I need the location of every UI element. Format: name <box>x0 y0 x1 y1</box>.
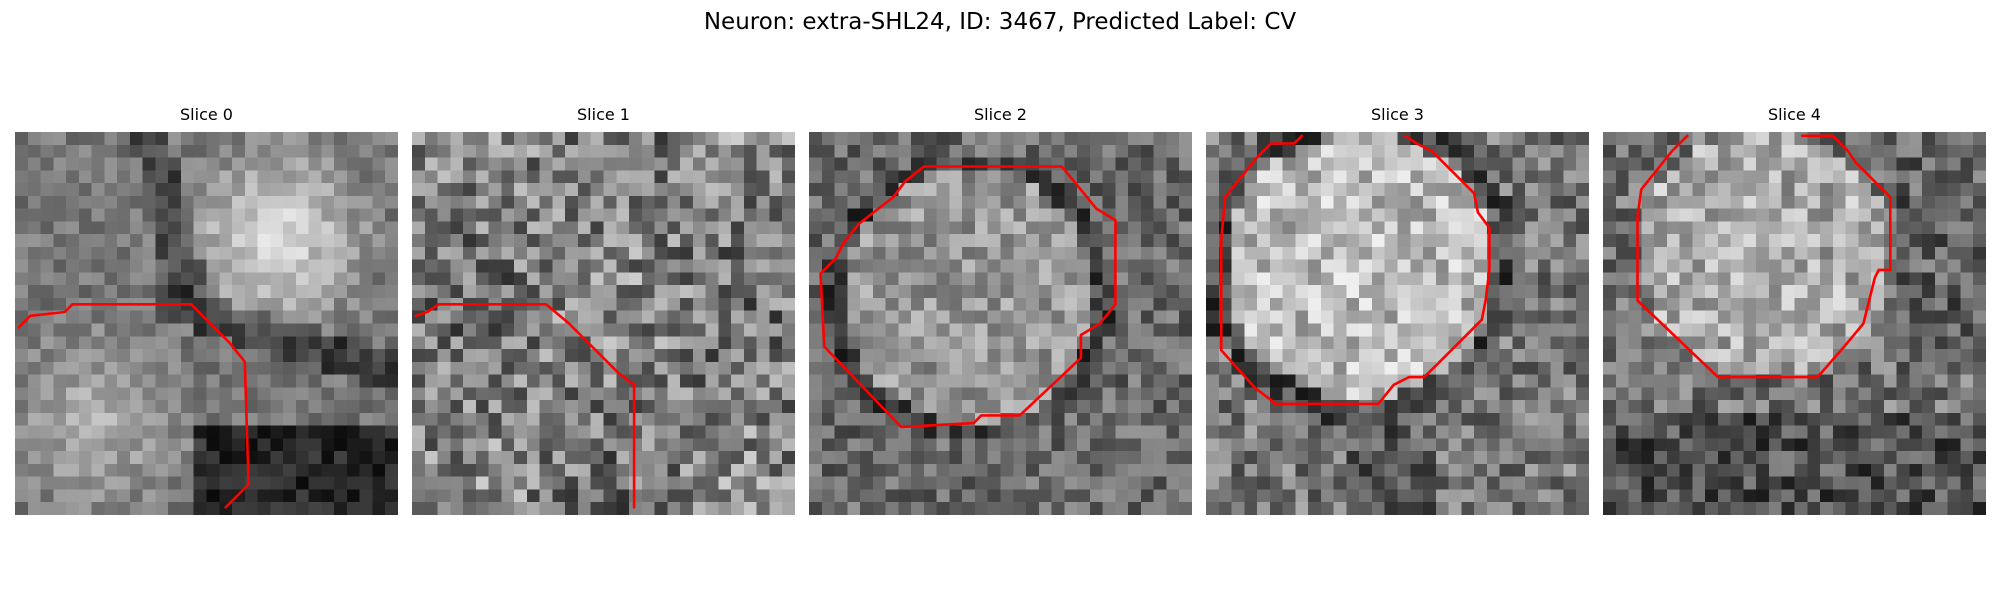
slice-title: Slice 0 <box>180 105 233 124</box>
cell-contour-overlay <box>17 303 250 509</box>
em-slice-image <box>1603 132 1986 515</box>
cell-contour <box>819 165 1117 429</box>
cell-contour-overlay <box>819 165 1117 429</box>
slice-image <box>1206 132 1589 515</box>
cell-contour <box>17 303 250 509</box>
slice-title: Slice 1 <box>577 105 630 124</box>
em-slice-image <box>15 132 398 515</box>
cell-contour <box>1220 134 1491 406</box>
cell-contour <box>414 303 636 509</box>
cell-contour-overlay <box>414 303 636 509</box>
slice-panel-2: Slice 2 <box>809 105 1192 515</box>
slice-title: Slice 3 <box>1371 105 1424 124</box>
slice-panel-0: Slice 0 <box>15 105 398 515</box>
em-slice-image <box>809 132 1192 515</box>
slice-panel-4: Slice 4 <box>1603 105 1986 515</box>
slice-image <box>412 132 795 515</box>
em-slice-image <box>412 132 795 515</box>
cell-contour-overlay <box>1636 134 1892 379</box>
slice-title: Slice 2 <box>974 105 1027 124</box>
slice-panel-3: Slice 3 <box>1206 105 1589 515</box>
em-slice-image <box>1206 132 1589 515</box>
slice-title: Slice 4 <box>1768 105 1821 124</box>
slice-image <box>15 132 398 515</box>
slice-panel-1: Slice 1 <box>412 105 795 515</box>
slice-image <box>809 132 1192 515</box>
figure-title: Neuron: extra-SHL24, ID: 3467, Predicted… <box>703 9 1297 35</box>
cell-contour <box>1636 134 1892 379</box>
cell-contour-overlay <box>1220 134 1491 406</box>
slice-image <box>1603 132 1986 515</box>
